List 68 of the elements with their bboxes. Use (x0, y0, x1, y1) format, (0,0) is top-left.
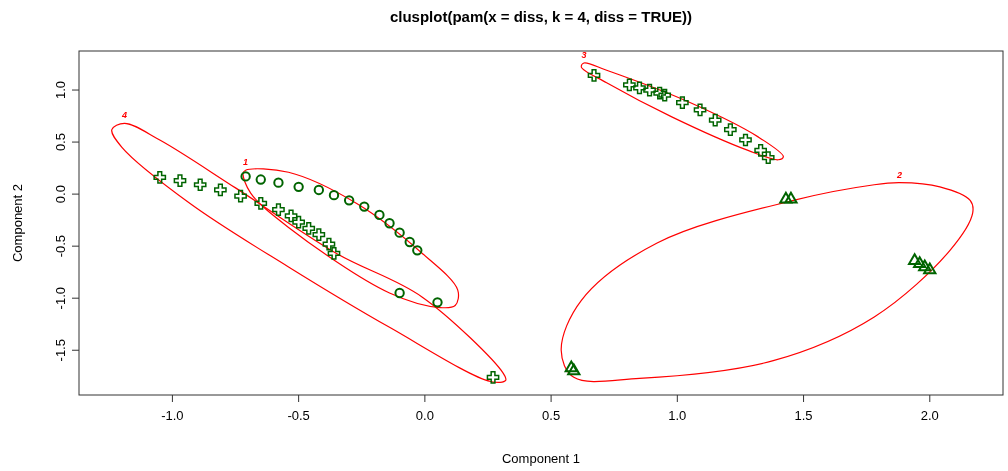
point (779, 191, 793, 204)
point (359, 201, 370, 212)
point (643, 83, 656, 97)
point (739, 133, 752, 147)
x-tick-label: -0.5 (287, 408, 310, 423)
y-tick-label: 1.0 (53, 80, 68, 100)
point (587, 69, 601, 82)
point (234, 189, 247, 203)
x-tick-label: 0.5 (542, 408, 561, 423)
y-tick-label: -1.0 (53, 287, 68, 310)
point (374, 209, 385, 221)
x-tick-label: 1.5 (794, 408, 813, 423)
point (913, 256, 927, 269)
point (293, 181, 304, 193)
y-tick-label: -0.5 (53, 234, 68, 258)
point (394, 287, 405, 299)
point (486, 370, 500, 384)
point (214, 183, 227, 197)
point (412, 245, 423, 256)
point (292, 215, 305, 229)
point (676, 96, 689, 109)
point (723, 123, 737, 136)
point (273, 177, 284, 188)
y-tick-label: -1.5 (53, 339, 68, 362)
point (658, 88, 672, 102)
point (623, 78, 636, 92)
y-axis-title: Component 2 (10, 183, 25, 263)
point (328, 189, 340, 201)
point (255, 174, 266, 185)
point (633, 81, 646, 95)
x-tick-label: 0.0 (415, 408, 434, 423)
point (918, 259, 932, 272)
point (432, 297, 443, 308)
y-tick-label: 0.0 (53, 185, 68, 204)
annotation: 2 (895, 169, 902, 180)
y-tick-label: 0.5 (53, 133, 68, 152)
x-tick-label: 1.0 (668, 408, 687, 423)
point (312, 228, 326, 242)
point (923, 262, 937, 275)
x-tick-label: -1.0 (161, 408, 184, 423)
annotation: 3 (581, 49, 587, 60)
point (693, 103, 707, 117)
point (384, 218, 395, 229)
annotation: 1 (243, 157, 249, 168)
point (343, 195, 355, 206)
point (394, 227, 405, 238)
point (173, 174, 187, 187)
point (284, 209, 298, 223)
point (908, 253, 922, 265)
point (404, 236, 415, 248)
point (322, 237, 336, 251)
chart-title: clusplot(pam(x = diss, k = 4, diss = TRUE)) (389, 8, 693, 25)
point (653, 86, 667, 100)
point (272, 203, 285, 217)
annotation: 4 (120, 110, 127, 121)
point (761, 151, 775, 165)
point (313, 184, 325, 196)
point (240, 171, 251, 182)
x-tick-label: 2.0 (920, 408, 939, 423)
point (708, 113, 722, 127)
point (784, 191, 798, 204)
point (193, 178, 207, 192)
x-axis-title: Component 1 (501, 451, 581, 466)
point (302, 222, 316, 235)
point (327, 247, 341, 260)
point (754, 144, 767, 157)
point (153, 171, 167, 184)
point (254, 197, 268, 210)
